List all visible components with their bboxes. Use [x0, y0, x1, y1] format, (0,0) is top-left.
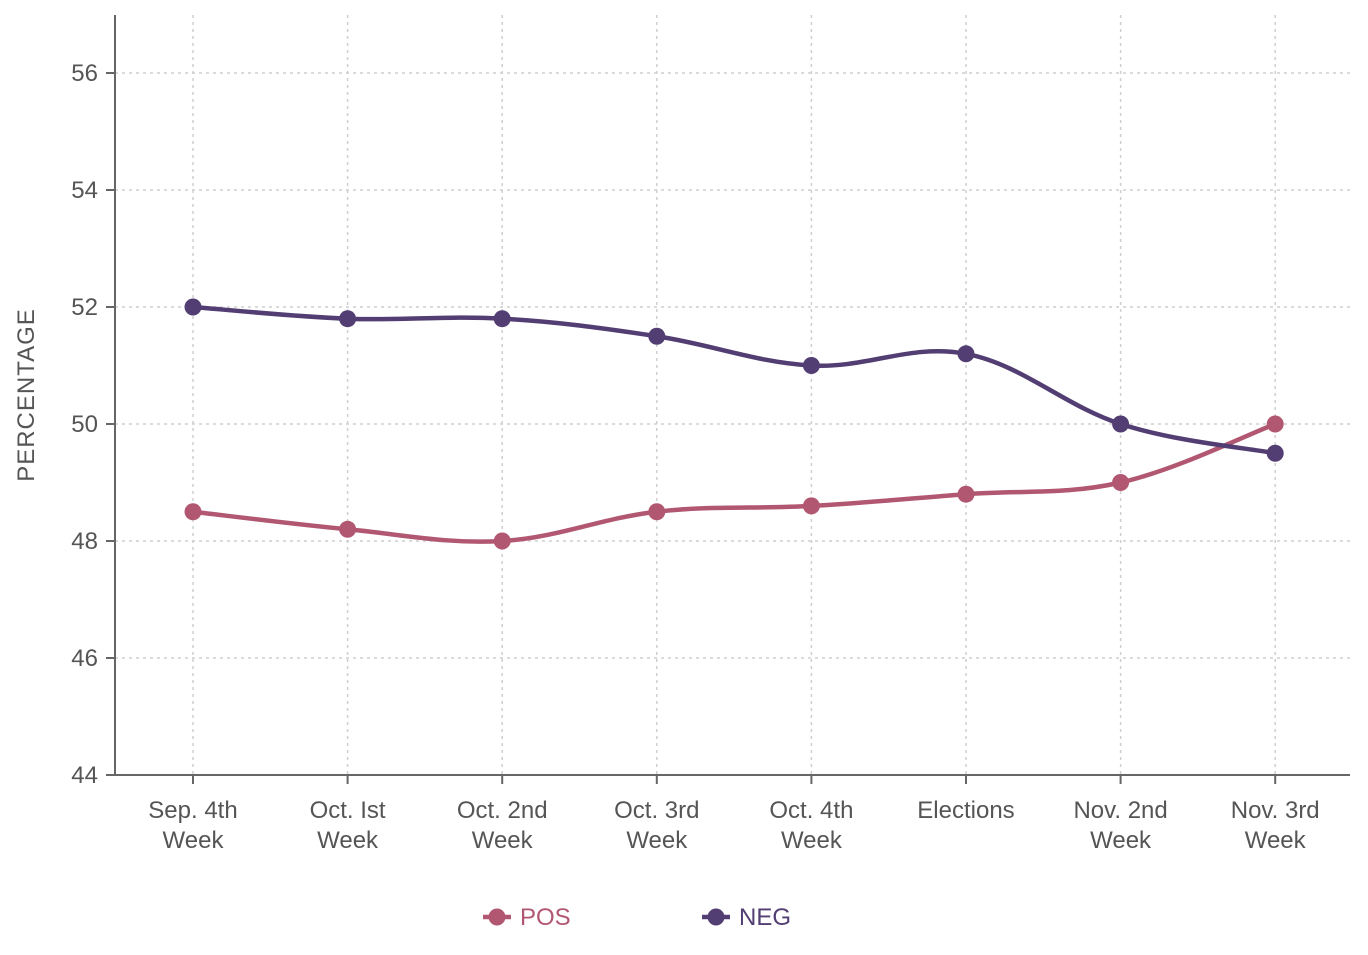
legend-swatch-marker [707, 908, 725, 926]
legend-swatch-marker [488, 908, 506, 926]
series [184, 298, 1284, 550]
pos-point [493, 532, 511, 550]
y-tick-label: 50 [71, 411, 98, 438]
y-axis-title: PERCENTAGE [13, 308, 40, 482]
neg-point [648, 327, 666, 345]
neg-point [957, 345, 975, 363]
neg-line [190, 304, 1278, 456]
pos-point [339, 520, 357, 538]
y-tick-label: 54 [71, 177, 98, 204]
x-tick-label: Oct. 3rd Week [614, 797, 699, 854]
x-tick-label: Nov. 2nd Week [1073, 797, 1167, 854]
series-pos [184, 415, 1284, 550]
axes [114, 15, 1350, 776]
pos-point [957, 485, 975, 503]
pos-point [1266, 415, 1284, 433]
y-tick-label: 44 [71, 762, 98, 789]
neg-point [802, 357, 820, 374]
x-tick-label: Nov. 3rd Week [1231, 797, 1320, 854]
x-tick-label: Sep. 4th Week [148, 797, 237, 854]
pos-point [802, 497, 820, 515]
legend: POS NEG [483, 904, 791, 931]
pos-line [190, 421, 1278, 544]
legend-item-neg: NEG [702, 904, 791, 931]
neg-point [339, 310, 357, 328]
neg-point [184, 298, 202, 316]
neg-point [1266, 444, 1284, 462]
pos-point [1112, 474, 1130, 491]
pos-point [648, 503, 666, 521]
neg-point [1112, 415, 1130, 433]
x-tick-label: Oct. 2nd Week [457, 797, 548, 854]
pos-point [184, 503, 202, 521]
x-tick-label: Oct. Ist Week [310, 797, 386, 854]
x-tick-label: Oct. 4th Week [769, 797, 853, 854]
legend-item-pos: POS [483, 904, 571, 931]
y-tick-label: 46 [71, 645, 98, 672]
legend-label: NEG [739, 904, 791, 931]
x-tick-labels: Sep. 4th Week Oct. Ist Week Oct. 2nd Week Oct.… [148, 775, 1320, 854]
y-tick-label: 56 [71, 60, 98, 87]
y-tick-label: 52 [71, 294, 98, 321]
x-tick-label: Elections [917, 797, 1014, 824]
gridlines [115, 15, 1350, 775]
series-neg [184, 298, 1284, 462]
neg-point [493, 310, 511, 328]
y-tick-labels: 44 46 48 50 52 54 56 [71, 60, 115, 789]
y-tick-label: 48 [71, 528, 98, 555]
legend-label: POS [520, 904, 571, 931]
